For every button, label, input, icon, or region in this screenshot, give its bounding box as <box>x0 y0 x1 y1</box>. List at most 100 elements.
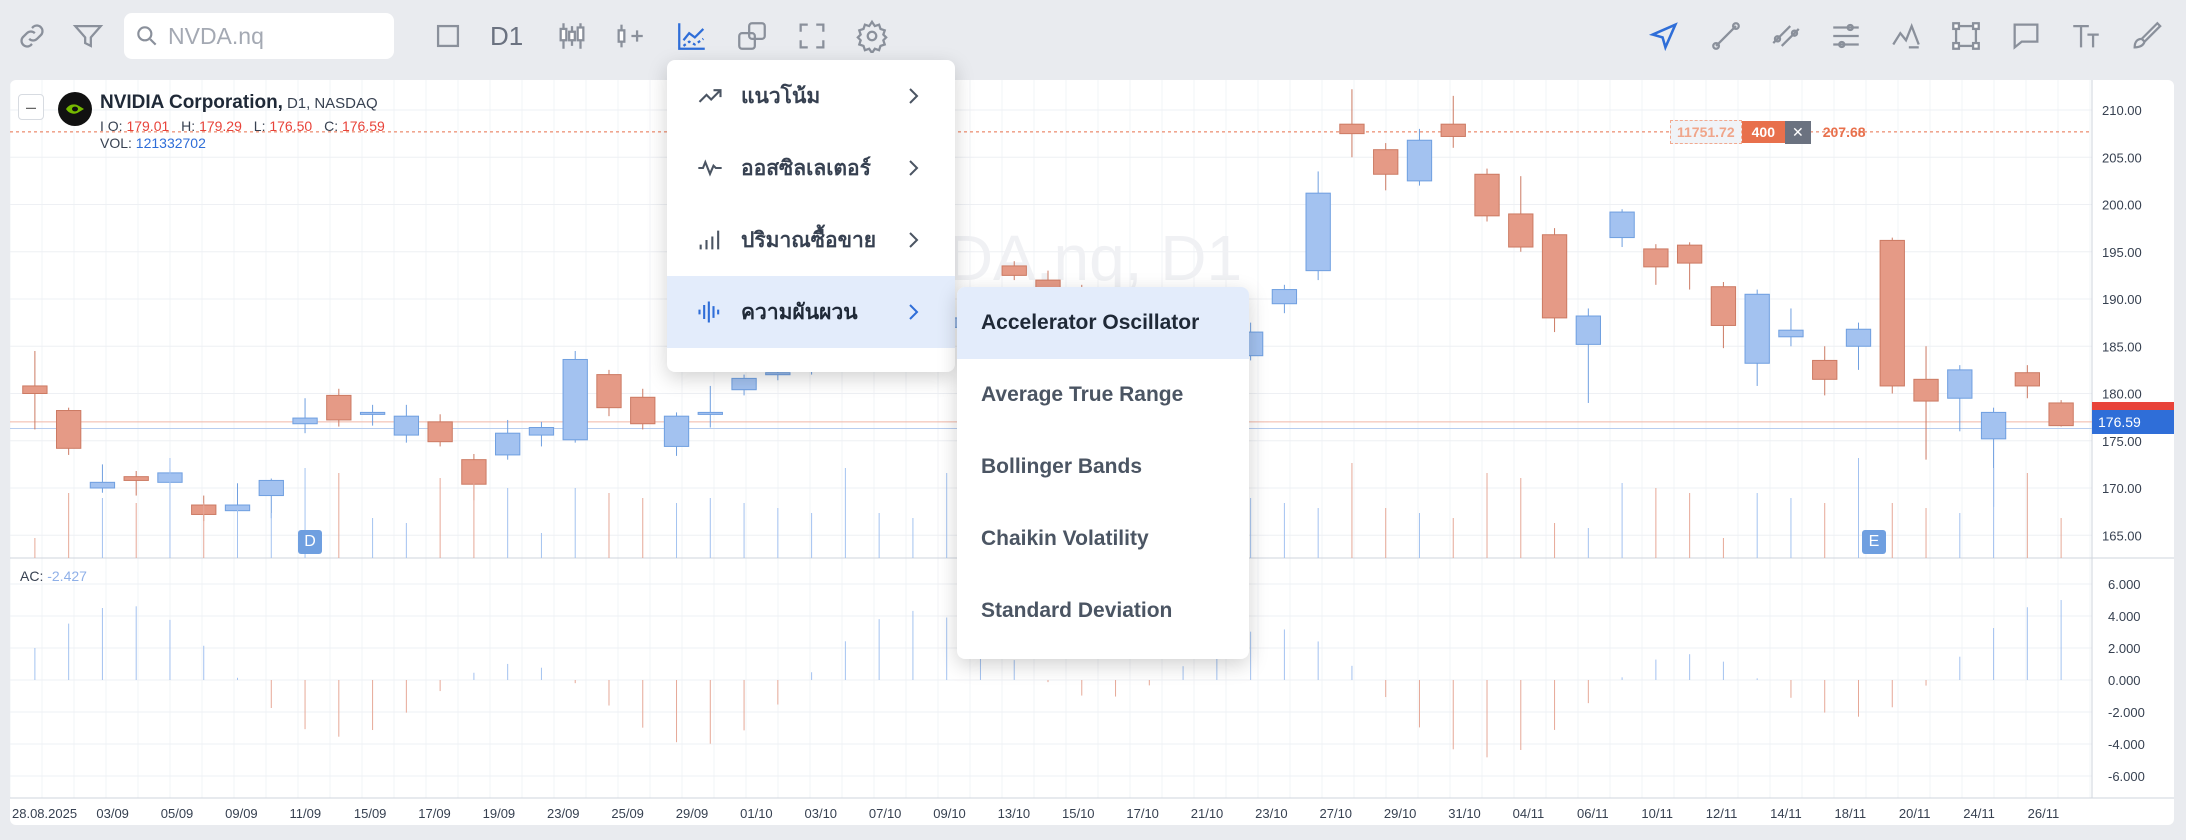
submenu-item-accelerator-oscillator[interactable]: Accelerator Oscillator <box>957 287 1249 359</box>
price-axis-label: 190.00 <box>2102 292 2142 307</box>
candle-body <box>1879 239 1905 387</box>
order-lots: 400 <box>1741 121 1785 143</box>
gear-icon[interactable] <box>850 14 894 58</box>
high-value: 179.29 <box>199 118 242 134</box>
comment-icon[interactable] <box>2004 14 2048 58</box>
time-axis-label: 17/09 <box>418 806 451 821</box>
candle-body <box>1744 293 1770 364</box>
time-axis-label: 14/11 <box>1770 806 1802 821</box>
menu-item-label: แนวโน้ม <box>741 84 821 108</box>
text-icon[interactable] <box>2064 14 2108 58</box>
link-icon[interactable] <box>10 14 54 58</box>
time-axis-label: 17/10 <box>1126 806 1159 821</box>
candle-body <box>1643 248 1669 268</box>
pending-order[interactable]: 11751.72 400 ✕ 207.68 <box>1670 120 1866 144</box>
time-axis-label: 05/09 <box>161 806 194 821</box>
ac-axis-label: -2.000 <box>2108 705 2145 720</box>
filter-icon[interactable] <box>66 14 110 58</box>
submenu-item-average-true-range[interactable]: Average True Range <box>981 383 1184 406</box>
candle-body <box>1001 265 1027 276</box>
price-axis-label: 185.00 <box>2102 339 2142 354</box>
open-value: 179.01 <box>126 118 170 134</box>
menu-item-trend[interactable]: แนวโน้ม <box>667 60 955 132</box>
candle-body <box>1845 328 1872 347</box>
high-label: H: <box>181 118 196 134</box>
indicator-add-icon[interactable] <box>608 14 652 58</box>
oscillator-icon <box>695 153 725 183</box>
nvidia-eye-icon <box>66 104 84 114</box>
ac-value: -2.427 <box>47 568 87 584</box>
price-tag-bid <box>2092 402 2174 410</box>
fib-levels-icon[interactable] <box>1824 14 1868 58</box>
layers-icon[interactable] <box>730 14 774 58</box>
collapse-legend-button[interactable]: – <box>18 94 44 120</box>
low-label: L: <box>253 118 266 134</box>
menu-item-label: ความผันผวน <box>741 300 858 324</box>
time-axis-label: 01/10 <box>740 806 773 821</box>
candle-body <box>1609 211 1635 239</box>
menu-item-label: ออสซิลเลเตอร์ <box>741 156 871 180</box>
candle-body <box>1339 123 1365 135</box>
search-box[interactable] <box>124 13 394 59</box>
instrument-title: NVIDIA Corporation, D1, NASDAQ <box>100 92 378 114</box>
time-axis-label: 29/10 <box>1384 806 1417 821</box>
time-axis-label: 20/11 <box>1899 806 1931 821</box>
volume-value: 121332702 <box>135 135 206 151</box>
price-axis-label: 195.00 <box>2102 245 2142 260</box>
order-close-button[interactable]: ✕ <box>1784 120 1811 144</box>
menu-item-oscillator[interactable]: ออสซิลเลเตอร์ <box>667 132 955 204</box>
fullscreen-icon[interactable] <box>790 14 834 58</box>
candle-body <box>528 427 555 436</box>
company-name: NVIDIA Corporation, <box>100 92 283 113</box>
volume-label: VOL: <box>100 135 132 151</box>
timeframe-button[interactable]: D1 <box>490 20 524 51</box>
nvidia-logo <box>58 92 92 126</box>
ac-legend: AC: -2.427 <box>20 568 87 584</box>
time-axis-label: 09/10 <box>933 806 966 821</box>
submenu-item-standard-deviation[interactable]: Standard Deviation <box>981 599 1173 622</box>
candle-body <box>55 410 82 449</box>
candle-body <box>765 372 791 376</box>
time-axis-label: 29/09 <box>676 806 709 821</box>
candle-body <box>1406 139 1433 182</box>
time-axis-label: 13/10 <box>998 806 1031 821</box>
cursor-arrow-icon[interactable] <box>1642 14 1686 58</box>
time-axis-label: 24/11 <box>1963 806 1995 821</box>
time-axis-label: 15/09 <box>354 806 387 821</box>
channel-icon[interactable] <box>1764 14 1808 58</box>
menu-item-label: ปริมาณซื้อขาย <box>741 228 877 252</box>
price-axis-label: 200.00 <box>2102 198 2142 213</box>
ac-axis-label: 0.000 <box>2108 673 2141 688</box>
volatility-indicator-submenu: Accelerator Oscillator Average True Rang… <box>957 287 1249 659</box>
chevron-right-icon <box>909 232 919 248</box>
rectangle-icon[interactable] <box>426 14 470 58</box>
time-axis-label: 07/10 <box>869 806 902 821</box>
time-axis-label: 28.08.2025 <box>12 806 77 821</box>
trend-line-icon[interactable] <box>1704 14 1748 58</box>
candle-body <box>1373 149 1399 175</box>
indicators-icon[interactable] <box>670 14 714 58</box>
search-icon <box>137 26 157 46</box>
submenu-item-bollinger-bands[interactable]: Bollinger Bands <box>981 455 1143 478</box>
pattern-icon[interactable] <box>1884 14 1928 58</box>
candle-body <box>1812 359 1838 380</box>
candle-body <box>1508 213 1534 248</box>
submenu-item-chaikin-volatility[interactable]: Chaikin Volatility <box>981 527 1149 550</box>
dividend-marker[interactable]: D <box>298 530 322 554</box>
time-axis-label: 31/10 <box>1448 806 1481 821</box>
box-icon[interactable] <box>1944 14 1988 58</box>
time-axis-label: 09/09 <box>225 806 258 821</box>
candles-icon[interactable] <box>550 14 594 58</box>
menu-item-volume[interactable]: ปริมาณซื้อขาย <box>667 204 955 276</box>
search-input[interactable] <box>168 22 368 50</box>
brush-icon[interactable] <box>2124 14 2168 58</box>
earnings-marker[interactable]: E <box>1862 530 1886 554</box>
price-axis-label: 210.00 <box>2102 103 2142 118</box>
candle-body <box>22 385 48 395</box>
time-axis-label: 06/11 <box>1577 806 1609 821</box>
menu-item-volatility[interactable]: ความผันผวน <box>667 276 955 348</box>
candle-body <box>1710 286 1737 326</box>
candle-body <box>393 415 420 436</box>
order-quantity: 11751.72 <box>1670 120 1742 144</box>
time-axis-label: 26/11 <box>2028 806 2060 821</box>
